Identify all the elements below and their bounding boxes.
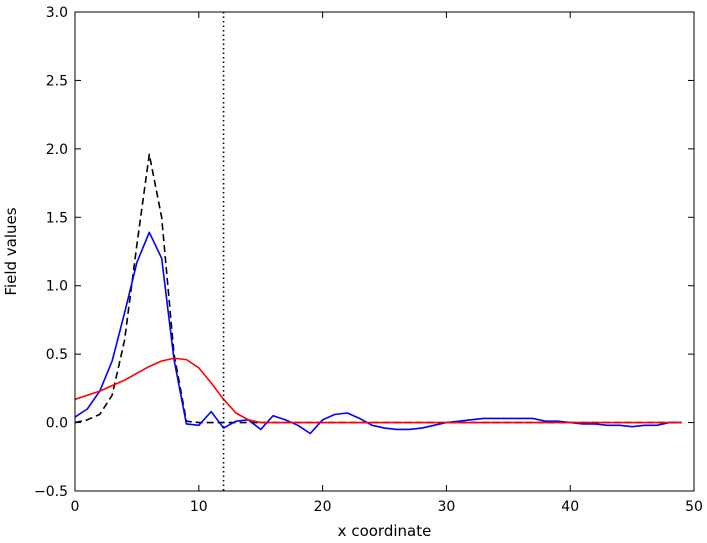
y-tick-label: −0.5	[34, 484, 68, 500]
series-line-3	[75, 357, 682, 424]
tick-layer: 0 10 20 30 40 50 −0.5 0.0 0.5 1.0 1.5 2.0 2.5 3.0	[34, 5, 703, 515]
y-tick-label: 0.5	[46, 347, 68, 363]
series-line-2	[75, 231, 682, 435]
x-tick-label: 50	[685, 499, 703, 515]
y-tick-label: 1.5	[46, 210, 68, 226]
x-tick-label: 30	[437, 499, 455, 515]
y-tick-label: 3.0	[46, 5, 68, 21]
y-tick-label: 1.0	[46, 279, 68, 295]
x-tick-label: 20	[314, 499, 332, 515]
x-tick-label: 10	[190, 499, 208, 515]
x-axis-label: x coordinate	[338, 522, 432, 540]
plot-frame	[74, 11, 695, 492]
y-tick-label: 2.5	[46, 73, 68, 89]
y-tick-label: 0.0	[46, 416, 68, 432]
y-axis-label: Field values	[2, 207, 20, 295]
y-tick-label: 2.0	[46, 142, 68, 158]
series-layer	[75, 153, 682, 435]
x-tick-label: 40	[561, 499, 579, 515]
x-tick-label: 0	[71, 499, 80, 515]
